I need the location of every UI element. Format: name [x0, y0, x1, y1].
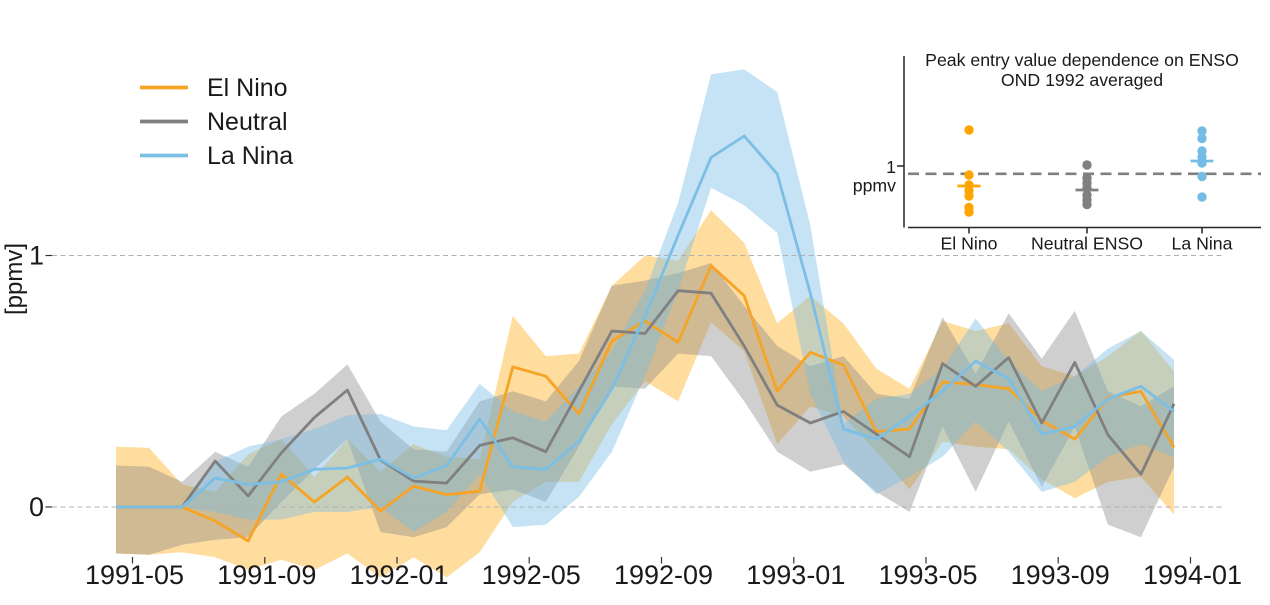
svg-text:[ppmv]: [ppmv] [1, 243, 28, 315]
svg-text:1991-05: 1991-05 [85, 560, 184, 590]
svg-text:Neutral: Neutral [207, 108, 288, 136]
svg-text:1993-05: 1993-05 [878, 560, 977, 590]
svg-text:1992-01: 1992-01 [349, 560, 448, 590]
svg-text:1993-09: 1993-09 [1011, 560, 1110, 590]
svg-text:1: 1 [886, 157, 896, 177]
svg-text:1991-09: 1991-09 [217, 560, 316, 590]
svg-text:La Nina: La Nina [207, 142, 293, 170]
svg-text:1993-01: 1993-01 [746, 560, 845, 590]
svg-text:1992-05: 1992-05 [482, 560, 581, 590]
svg-text:El Nino: El Nino [940, 234, 997, 254]
svg-text:Peak entry value dependence on: Peak entry value dependence on ENSO [925, 50, 1239, 70]
svg-text:1: 1 [29, 241, 44, 271]
svg-text:La Nina: La Nina [1172, 234, 1233, 254]
svg-text:Neutral ENSO: Neutral ENSO [1031, 234, 1143, 254]
svg-text:1992-09: 1992-09 [614, 560, 713, 590]
svg-text:El Nino: El Nino [207, 74, 288, 102]
svg-text:1994-01: 1994-01 [1143, 560, 1242, 590]
svg-text:0: 0 [29, 492, 44, 522]
svg-text:ppmv: ppmv [853, 176, 896, 196]
svg-text:OND 1992 averaged: OND 1992 averaged [1001, 70, 1163, 90]
